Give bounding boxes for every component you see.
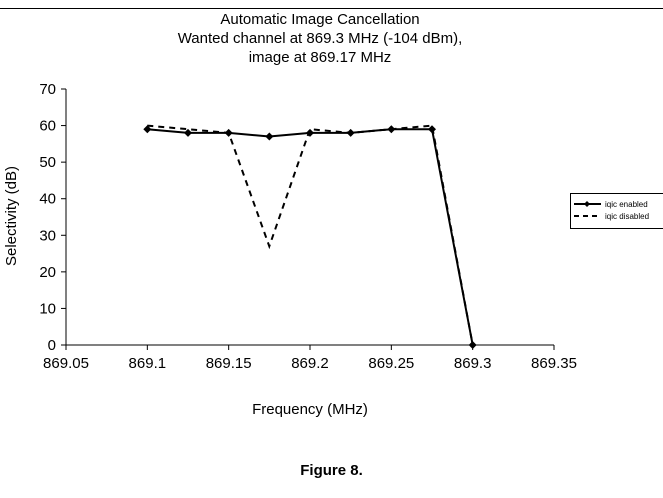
- x-tick-label: 869.1: [129, 355, 167, 372]
- data-point-marker: [143, 125, 152, 134]
- legend-label: iqic disabled: [605, 212, 649, 221]
- chart-title-line: Wanted channel at 869.3 MHz (-104 dBm),: [178, 30, 463, 47]
- series-lines: [143, 124, 477, 349]
- data-point-marker: [306, 128, 314, 137]
- data-point-marker: [184, 128, 192, 137]
- y-tick-label: 40: [39, 191, 56, 208]
- axes: [61, 88, 555, 350]
- chart-title-line: Automatic Image Cancellation: [220, 11, 419, 28]
- series-line-iqic-disabled: [147, 124, 474, 346]
- data-point-marker: [387, 125, 396, 134]
- x-axis-title: Frequency (MHz): [252, 401, 368, 418]
- y-axis-title: Selectivity (dB): [3, 166, 20, 266]
- figure-caption: Figure 8.: [300, 462, 363, 479]
- chart-title-line: image at 869.17 MHz: [249, 49, 392, 66]
- y-tick-labels: 0 10 20 30 40 50 60 70: [39, 81, 56, 354]
- x-tick-label: 869.2: [291, 355, 329, 372]
- data-point-marker: [224, 128, 233, 137]
- legend-box: [570, 193, 663, 229]
- x-tick-label: 869.05: [43, 355, 89, 372]
- x-tick-label: 869.35: [531, 355, 577, 372]
- y-tick-label: 20: [39, 264, 56, 281]
- chart-frame: Automatic Image Cancellation Wanted chann…: [0, 8, 663, 418]
- series-line-iqic-enabled: [147, 128, 474, 346]
- chart-title: Automatic Image Cancellation Wanted chann…: [178, 11, 463, 66]
- y-tick-label: 60: [39, 118, 56, 135]
- chart-svg: Automatic Image Cancellation Wanted chann…: [0, 8, 663, 418]
- legend-marker: [584, 201, 590, 207]
- y-tick-label: 10: [39, 300, 56, 317]
- data-point-marker: [428, 125, 436, 134]
- data-point-marker: [346, 128, 355, 137]
- y-tick-label: 50: [39, 154, 56, 171]
- x-tick-label: 869.25: [368, 355, 414, 372]
- data-point-marker: [468, 341, 477, 349]
- y-tick-label: 0: [48, 337, 56, 354]
- y-tick-label: 70: [39, 81, 56, 98]
- x-tick-label: 869.15: [206, 355, 252, 372]
- legend: iqic enabled iqic disabled: [570, 193, 663, 229]
- x-tick-labels: 869.05 869.1 869.15 869.2 869.25 869.3 869.35: [43, 355, 577, 372]
- x-tick-label: 869.3: [454, 355, 492, 372]
- legend-label: iqic enabled: [605, 200, 648, 209]
- y-tick-label: 30: [39, 227, 56, 244]
- data-point-marker: [265, 132, 274, 141]
